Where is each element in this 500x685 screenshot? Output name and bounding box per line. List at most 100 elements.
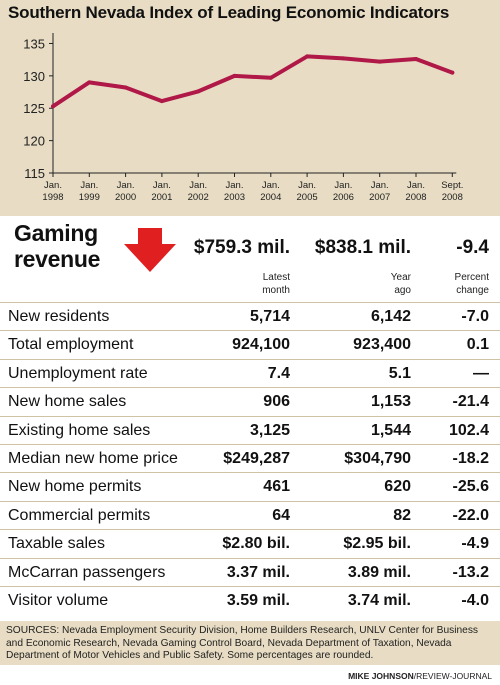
- y-tick-label: 120: [23, 134, 45, 149]
- y-tick-label: 130: [23, 69, 45, 84]
- row-yearago-value: 923,400: [353, 336, 411, 354]
- x-tick-label-month: Jan.: [117, 180, 135, 191]
- x-tick-label-month: Jan.: [226, 180, 244, 191]
- row-yearago-value: 5.1: [388, 364, 411, 382]
- index-data-point: [414, 57, 418, 62]
- x-tick-label-month: Jan.: [153, 180, 171, 191]
- row-label: New residents: [8, 308, 110, 325]
- index-data-point: [450, 70, 455, 75]
- index-data-point: [196, 89, 201, 94]
- row-yearago-value: 3.89 mil.: [347, 563, 411, 581]
- index-data-point: [123, 85, 128, 90]
- row-yearago-value: 3.74 mil.: [347, 592, 411, 609]
- index-data-point: [377, 59, 382, 64]
- col-header-yearago: Year ago: [391, 271, 411, 297]
- x-tick-label-month: Jan.: [262, 180, 280, 191]
- y-tick-label: 135: [23, 36, 45, 51]
- table-row: Commercial permits 64 82 -22.0: [0, 500, 500, 529]
- row-latest-value: 3.59 mil.: [226, 592, 290, 609]
- gaming-change-value: -9.4: [456, 237, 489, 258]
- row-label: Commercial permits: [8, 506, 151, 524]
- row-yearago-value: 1,153: [370, 393, 411, 411]
- table-row: Median new home price $249,287 $304,790 -18…: [0, 444, 500, 472]
- col-header-latest-line1: Latest: [262, 272, 290, 283]
- sources-note: SOURCES: Nevada Employment Security Divi…: [0, 621, 500, 665]
- gaming-yearago-value: $838.1 mil.: [314, 237, 411, 258]
- chart-svg: 115120125130135Jan.1998Jan.1999Jan.2000J…: [23, 33, 463, 203]
- credit-name: MIKE JOHNSON: [348, 671, 414, 681]
- row-change-value: -18.2: [452, 450, 489, 467]
- index-data-point: [232, 73, 237, 78]
- col-header-latest: Latest month: [262, 271, 290, 297]
- table-row: McCarran passengers 3.37 mil. 3.89 mil. -13…: [0, 557, 500, 586]
- row-change-value: -4.0: [461, 592, 489, 609]
- table-row: Taxable sales $2.80 bil. $2.95 bil. -4.9: [0, 529, 500, 557]
- table-row: New home permits 461 620 -25.6: [0, 472, 500, 500]
- y-tick-label: 115: [24, 166, 45, 181]
- row-label: New home permits: [8, 478, 142, 496]
- col-header-yearago-line2: ago: [394, 285, 411, 296]
- row-label: New home sales: [8, 393, 127, 411]
- row-label: Visitor volume: [8, 592, 109, 609]
- down-arrow-icon: [124, 228, 176, 272]
- row-latest-value: 924,100: [232, 336, 290, 354]
- x-tick-label-year: 1998: [42, 192, 63, 203]
- row-change-value: -7.0: [461, 308, 489, 325]
- row-yearago-value: 82: [393, 506, 411, 524]
- photo-credit: MIKE JOHNSON/REVIEW-JOURNAL: [348, 671, 492, 681]
- row-change-value: -21.4: [452, 393, 489, 411]
- x-tick-label-month: Jan.: [334, 180, 352, 191]
- x-tick-label-month: Jan.: [371, 180, 389, 191]
- gaming-latest-value: $759.3 mil.: [193, 237, 290, 258]
- row-change-value: -4.9: [461, 535, 489, 553]
- row-latest-value: 64: [272, 506, 290, 524]
- gaming-revenue-label: Gaming revenue: [14, 220, 134, 272]
- table-row: Existing home sales 3,125 1,544 102.4: [0, 415, 500, 444]
- row-latest-value: 461: [263, 478, 290, 496]
- x-tick-label-month: Jan.: [44, 180, 62, 191]
- row-latest-value: 7.4: [267, 364, 290, 382]
- row-label: Total employment: [8, 336, 134, 354]
- row-latest-value: 3,125: [249, 421, 290, 439]
- line-chart: 115 120 125 130 135 Jan. 1998 Jan. 1999 Jan. 2000 J…: [0, 26, 500, 216]
- index-data-point: [341, 56, 346, 61]
- col-header-latest-line2: month: [262, 285, 290, 296]
- col-header-yearago-line1: Year: [390, 272, 411, 283]
- row-label: McCarran passengers: [8, 563, 166, 581]
- row-change-value: -13.2: [452, 563, 489, 581]
- x-tick-label-year: 2002: [188, 192, 209, 203]
- index-series-line: [51, 54, 455, 109]
- index-data-point: [87, 80, 92, 85]
- credit-org: /REVIEW-JOURNAL: [413, 671, 492, 681]
- table-row: Visitor volume 3.59 mil. 3.74 mil. -4.0: [0, 586, 500, 614]
- x-tick-label-year: 2003: [224, 192, 245, 203]
- col-header-pct-line1: Percent: [454, 272, 489, 283]
- x-tick-label-year: 2004: [260, 192, 281, 203]
- row-latest-value: $2.80 bil.: [222, 535, 290, 553]
- row-yearago-value: $2.95 bil.: [343, 535, 411, 553]
- gaming-label-line1: Gaming: [14, 220, 98, 246]
- row-change-value: —: [473, 364, 489, 382]
- x-tick-label-year: 2006: [333, 192, 354, 203]
- x-tick-label-year: 2008: [442, 192, 463, 203]
- x-tick-label-month: Sept.: [441, 180, 463, 191]
- row-label: Unemployment rate: [8, 364, 148, 382]
- row-change-value: -25.6: [452, 478, 489, 496]
- row-label: Taxable sales: [8, 535, 105, 553]
- table-row: Total employment 924,100 923,400 0.1: [0, 330, 500, 358]
- x-tick-label-year: 2001: [151, 192, 172, 203]
- table-row: New home sales 906 1,153 -21.4: [0, 387, 500, 415]
- row-yearago-value: 620: [384, 478, 411, 496]
- row-label: Median new home price: [8, 450, 178, 467]
- gaming-label-line2: revenue: [14, 246, 101, 272]
- row-yearago-value: $304,790: [344, 450, 411, 467]
- x-tick-label-month: Jan.: [298, 180, 316, 191]
- index-data-point: [159, 99, 164, 104]
- x-tick-label-month: Jan.: [189, 180, 207, 191]
- index-data-point: [305, 54, 310, 59]
- row-latest-value: $249,287: [223, 450, 290, 467]
- row-label: Existing home sales: [8, 421, 151, 439]
- x-tick-label-year: 2008: [405, 192, 426, 203]
- x-tick-label-year: 1999: [79, 192, 100, 203]
- table-row: Unemployment rate 7.4 5.1 —: [0, 358, 500, 387]
